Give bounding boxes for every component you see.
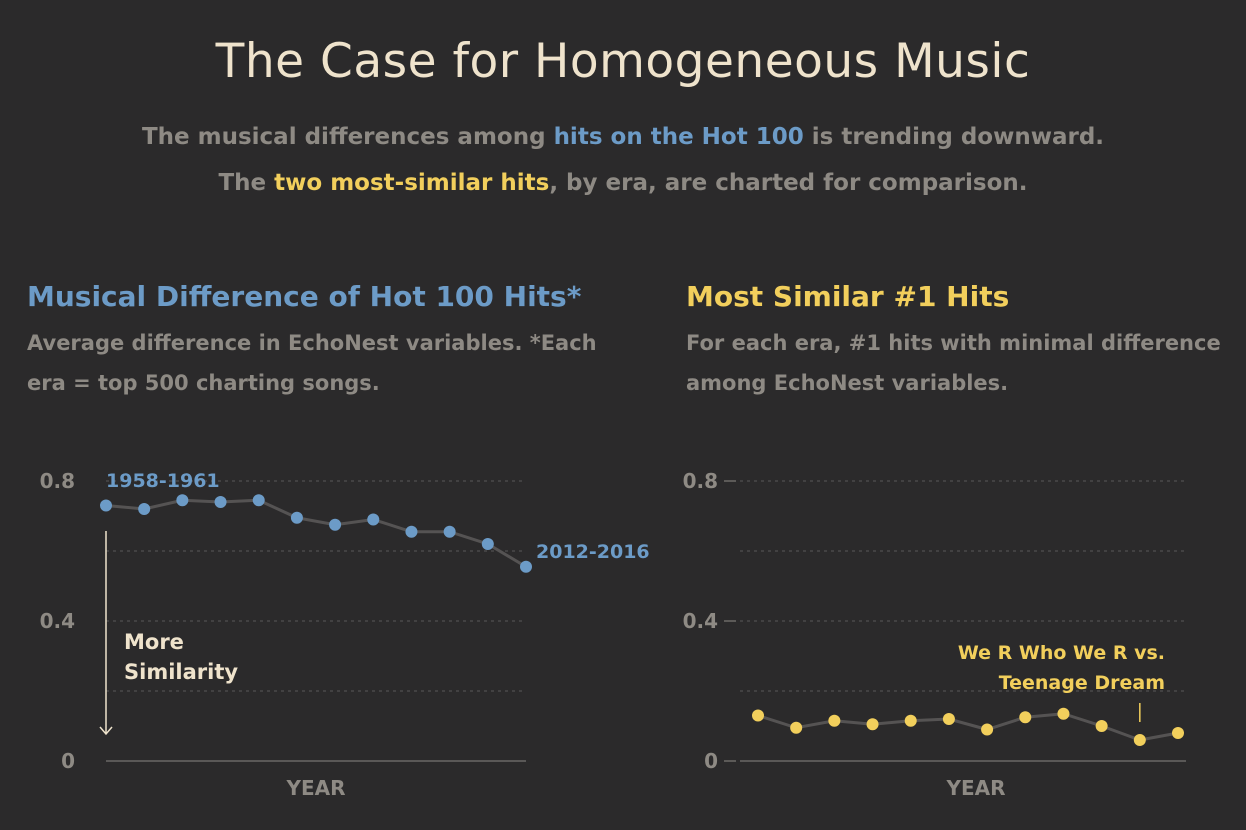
- right-data-point: [1133, 734, 1146, 746]
- arrow-label-similarity: Similarity: [124, 660, 238, 684]
- callout-line-1: We R Who We R vs.: [958, 642, 1165, 664]
- left-xaxis-label: YEAR: [285, 776, 345, 800]
- start-era-label: 1958-1961: [106, 470, 220, 492]
- left-data-point: [443, 525, 456, 538]
- page-title: The Case for Homogeneous Music: [215, 34, 1031, 89]
- left-ytick-label: 0: [61, 749, 75, 773]
- left-data-point: [214, 496, 227, 508]
- left-series-line: [105, 498, 527, 569]
- right-data-point: [981, 723, 994, 736]
- right-xaxis-label: YEAR: [945, 776, 1005, 800]
- left-data-point: [367, 513, 380, 526]
- right-data-point: [904, 714, 917, 727]
- left-data-point: [290, 511, 303, 524]
- right-ytick-label: 0.4: [683, 609, 718, 633]
- subtitle-1-pre: The musical differences among: [141, 124, 554, 150]
- left-data-point: [481, 538, 494, 550]
- right-ytick-label: 0.8: [683, 469, 718, 493]
- subtitle-line-1: The musical differences among hits on th…: [0, 124, 1246, 150]
- subtitle-1-highlight: hits on the Hot 100: [553, 124, 804, 150]
- subtitle-2-post: , by era, are charted for comparison.: [549, 170, 1028, 196]
- similarity-arrow-head: [99, 726, 113, 736]
- left-data-point: [138, 503, 151, 515]
- left-data-point: [520, 560, 532, 573]
- right-data-point: [1057, 707, 1070, 720]
- callout-line-2: Teenage Dream: [999, 672, 1165, 694]
- right-data-point: [828, 714, 841, 727]
- subtitle-line-2: The two most-similar hits, by era, are c…: [0, 170, 1246, 196]
- arrow-label-more: More: [124, 630, 184, 654]
- left-ytick-label: 0.8: [40, 469, 75, 493]
- subtitle-2-pre: The: [218, 170, 275, 196]
- subtitle-1-post: is trending downward.: [803, 124, 1105, 150]
- left-chart-title: Musical Difference of Hot 100 Hits*: [27, 280, 582, 313]
- right-data-point: [1095, 720, 1108, 732]
- right-data-point: [752, 709, 764, 722]
- right-chart-subtitle: For each era, #1 hits with minimal diffe…: [686, 331, 1221, 395]
- right-data-point: [790, 721, 803, 734]
- right-data-point: [1019, 711, 1032, 724]
- left-data-point: [176, 494, 189, 507]
- left-chart-subtitle: Average difference in EchoNest variables…: [27, 331, 597, 395]
- right-series-line: [757, 712, 1179, 742]
- right-data-point: [942, 713, 955, 725]
- right-data-point: [1172, 727, 1184, 739]
- left-data-point: [252, 494, 265, 507]
- left-data-point: [100, 499, 112, 512]
- left-data-point: [329, 518, 342, 531]
- subtitle-2-highlight: two most-similar hits: [274, 170, 550, 196]
- left-data-point: [405, 525, 418, 538]
- right-data-point: [866, 718, 879, 731]
- left-ytick-label: 0.4: [40, 609, 75, 633]
- right-ytick-label: 0: [704, 749, 718, 773]
- right-chart-title: Most Similar #1 Hits: [686, 280, 1010, 313]
- end-era-label: 2012-2016: [536, 541, 650, 563]
